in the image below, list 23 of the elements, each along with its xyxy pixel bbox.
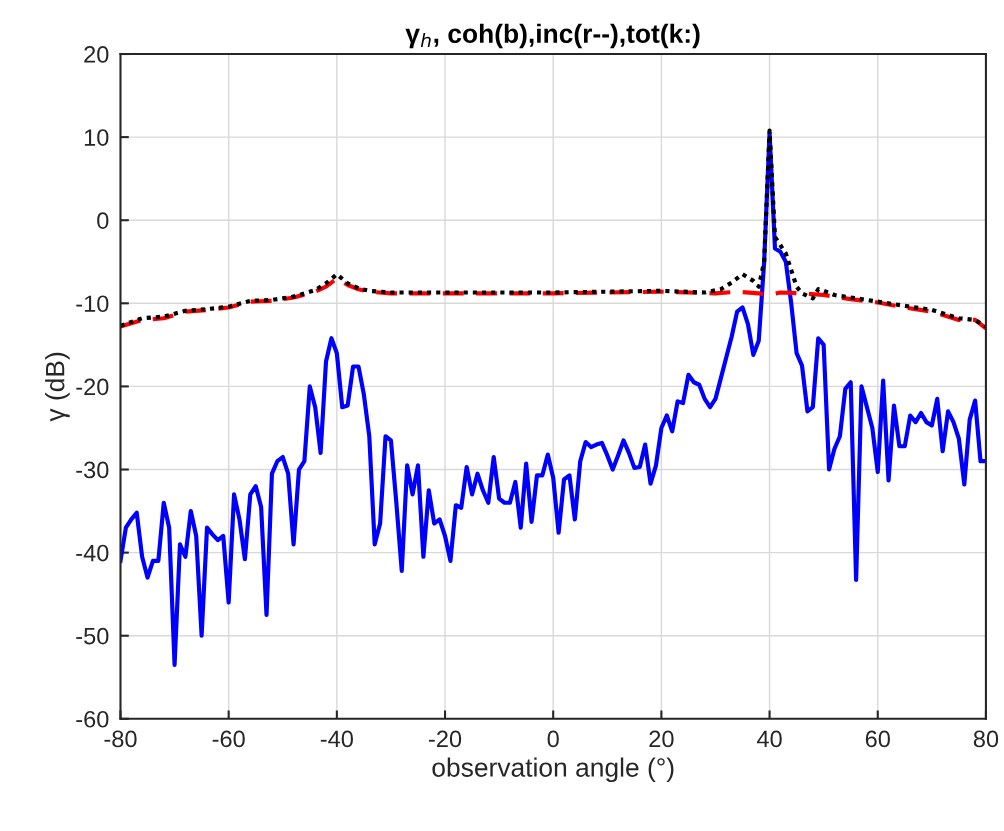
y-tick-label: 0 bbox=[97, 212, 109, 229]
line-series bbox=[120, 276, 986, 331]
y-tick-label: -30 bbox=[76, 461, 109, 479]
line-series bbox=[120, 128, 986, 329]
x-tick-label: 20 bbox=[649, 730, 674, 748]
y-tick-label: -50 bbox=[76, 627, 109, 645]
x-tick-label: 40 bbox=[756, 730, 782, 748]
x-axis-title: observation angle (°) bbox=[432, 757, 674, 783]
chart-title: γ$_{h}$, coh(b),inc(r--),tot(k:) bbox=[405, 23, 700, 49]
x-tick-label: -40 bbox=[320, 730, 353, 748]
y-tick-label: -10 bbox=[76, 295, 109, 313]
y-tick-label: 10 bbox=[84, 129, 109, 146]
y-axis-title: γ (dB) bbox=[45, 352, 70, 422]
x-tick-label: -80 bbox=[104, 730, 137, 748]
x-tick-label: -20 bbox=[429, 730, 462, 748]
y-tick-label: -40 bbox=[76, 544, 109, 562]
x-tick-label: 80 bbox=[973, 730, 999, 748]
x-tick-label: 0 bbox=[547, 730, 559, 748]
y-tick-label: -60 bbox=[76, 710, 109, 728]
x-tick-label: 60 bbox=[865, 730, 890, 748]
x-tick-label: -60 bbox=[212, 730, 245, 748]
y-tick-label: -20 bbox=[76, 378, 109, 396]
y-tick-label: 20 bbox=[84, 46, 109, 63]
